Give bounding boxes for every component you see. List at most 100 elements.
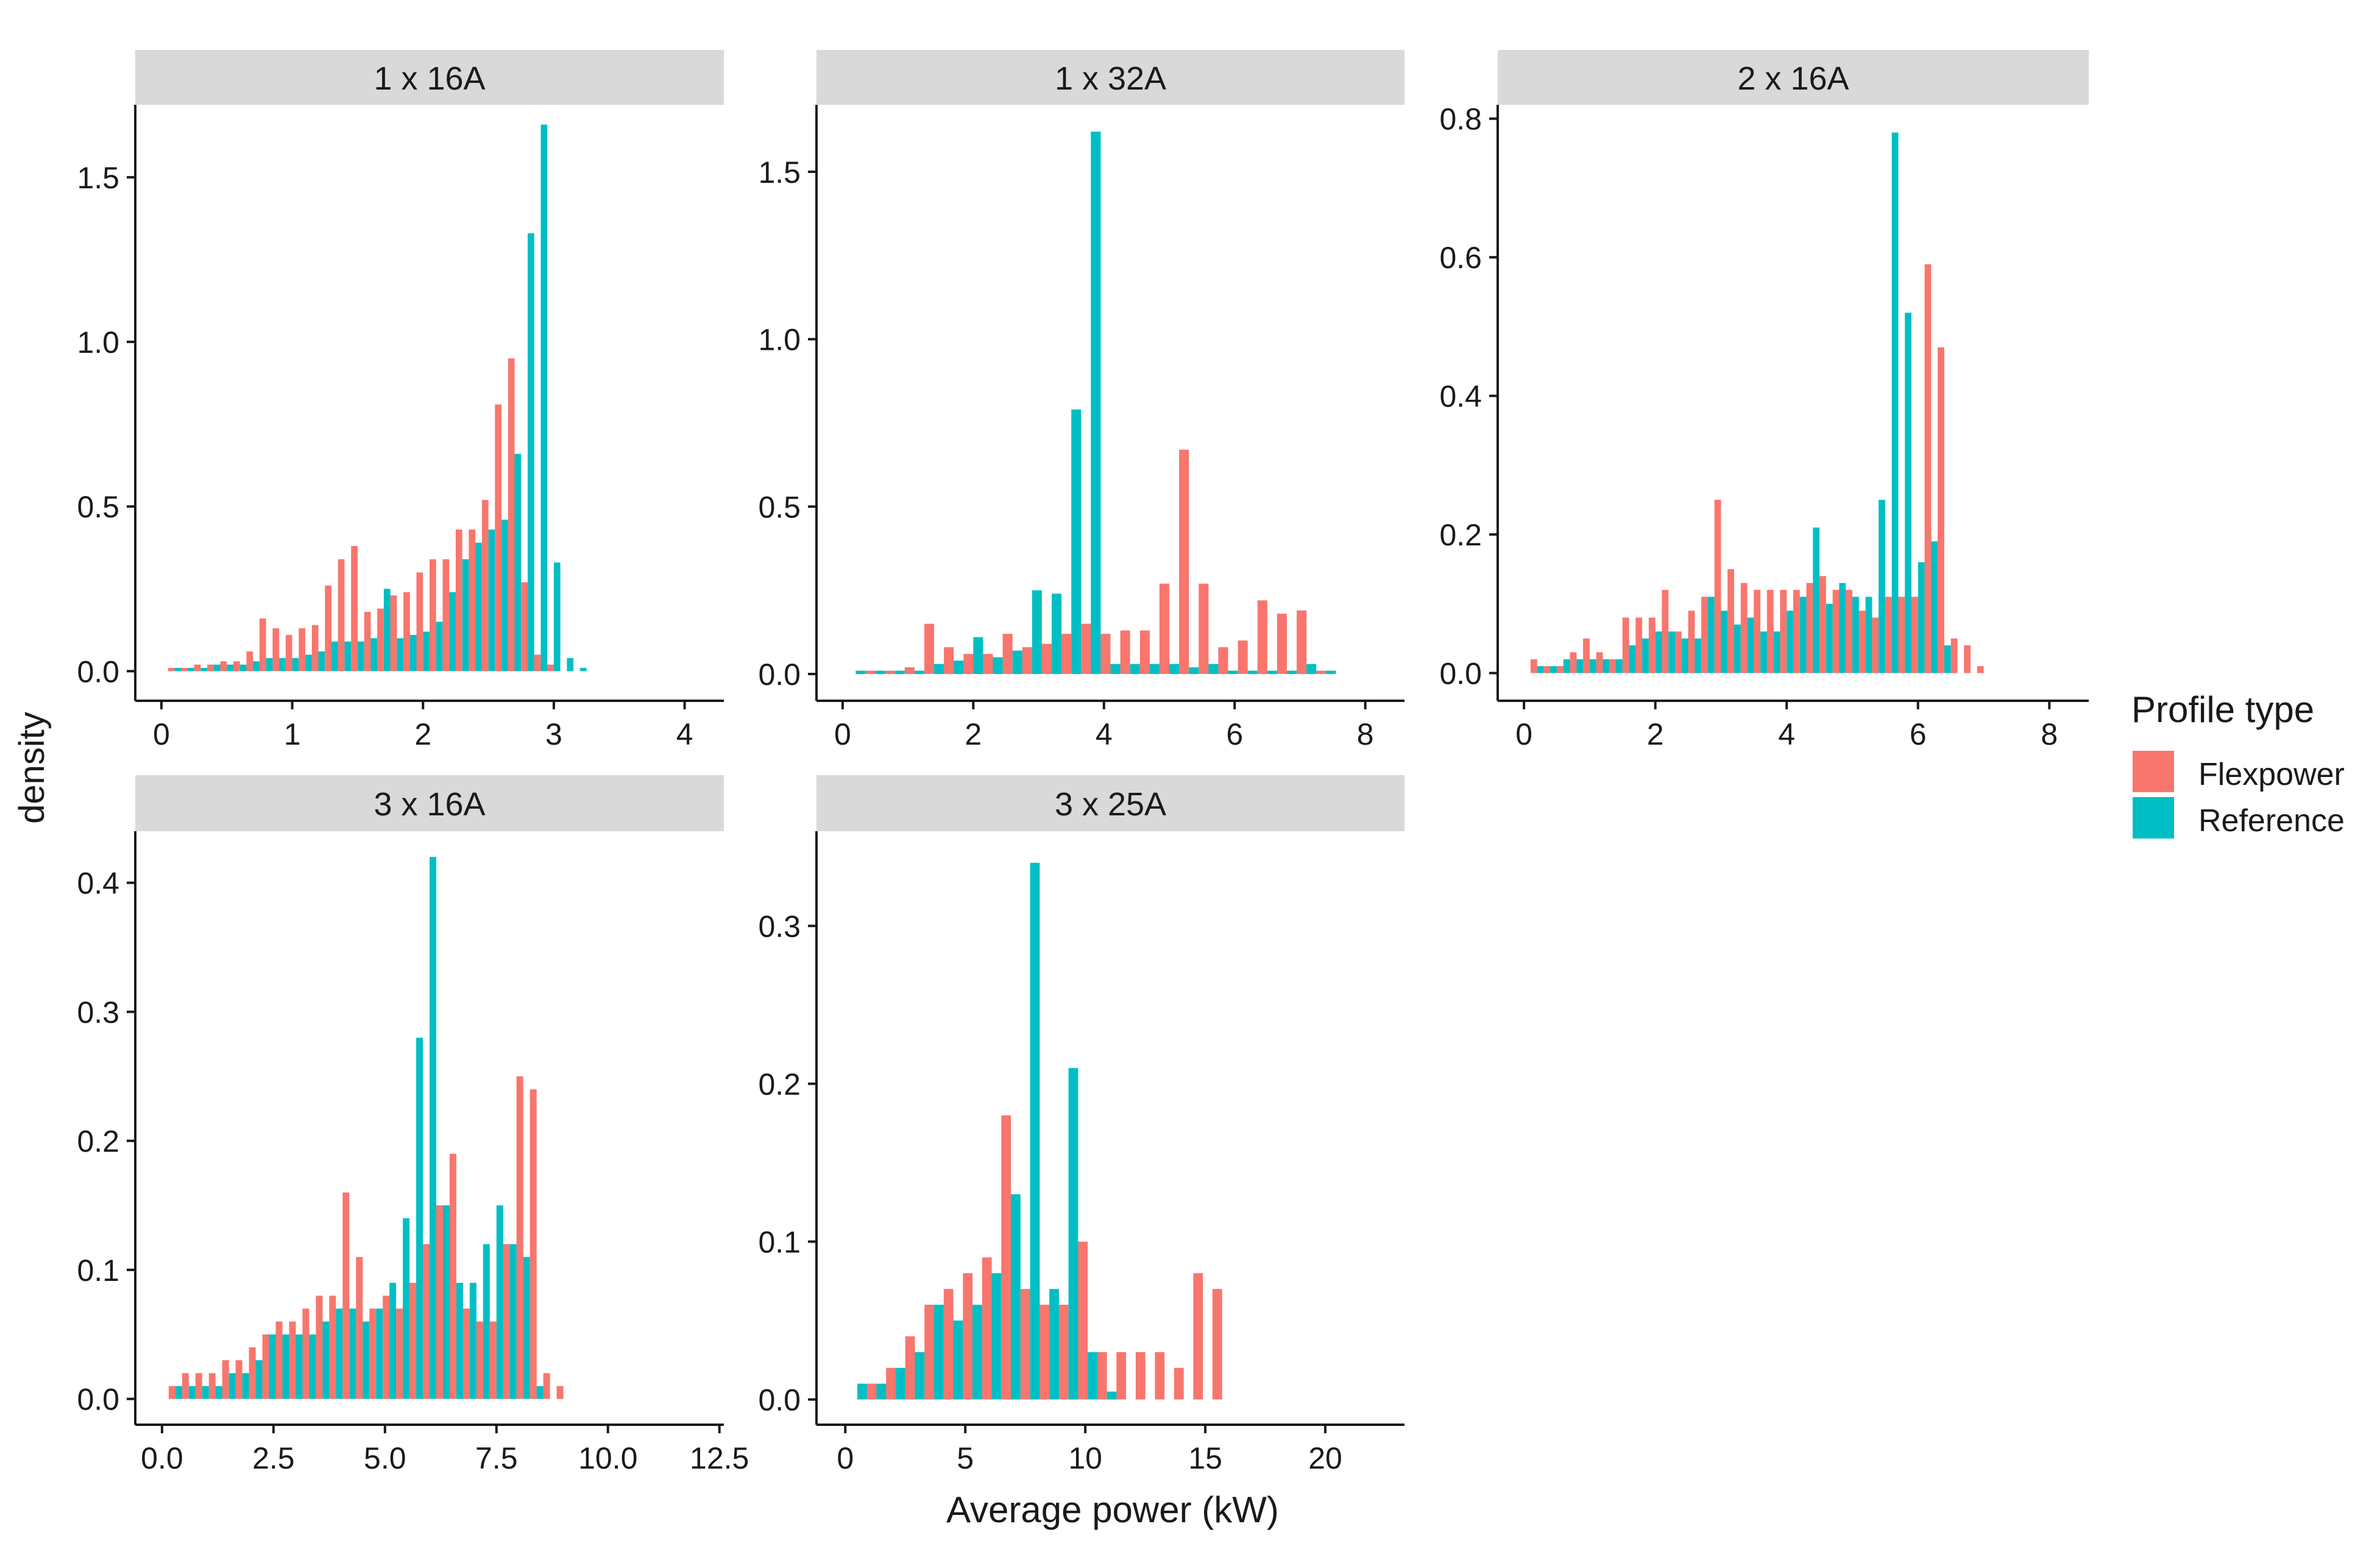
histogram-bar-reference — [1865, 597, 1872, 673]
histogram-bar-flexpower — [1174, 1367, 1184, 1400]
x-tick-label: 8 — [1357, 717, 1374, 751]
histogram-bar-reference — [1681, 638, 1688, 673]
histogram-bar-reference — [488, 530, 495, 672]
histogram-bar-flexpower — [390, 595, 397, 672]
facet-strip-label: 3 x 25A — [1055, 786, 1166, 823]
histogram-bar-reference — [1707, 597, 1715, 673]
y-tick-label: 0.2 — [77, 1124, 119, 1158]
x-tick-label: 0 — [153, 717, 170, 751]
histogram-bar-reference — [269, 1334, 276, 1399]
histogram-bar-flexpower — [1022, 647, 1032, 675]
histogram-bar-flexpower — [442, 559, 450, 672]
histogram-bar-flexpower — [1139, 630, 1150, 674]
histogram-bar-reference — [383, 589, 391, 672]
x-tick-label: 4 — [676, 717, 693, 751]
histogram-bar-flexpower — [1754, 590, 1761, 673]
histogram-bar-flexpower — [469, 530, 476, 672]
histogram-bar-flexpower — [943, 1289, 954, 1400]
x-tick-label: 2 — [414, 717, 431, 751]
histogram-bar-flexpower — [329, 1296, 336, 1399]
histogram-bar-flexpower — [272, 628, 280, 672]
histogram-bar-reference — [1576, 659, 1584, 673]
histogram-bar-flexpower — [1846, 590, 1852, 673]
facet-strip-label: 2 x 16A — [1737, 60, 1849, 97]
facet-strip — [1498, 50, 2089, 105]
histogram-bar-flexpower — [1002, 634, 1013, 674]
histogram-bar-reference — [1773, 631, 1780, 673]
histogram-bar-reference — [443, 1205, 450, 1399]
histogram-bar-reference — [855, 670, 866, 675]
histogram-bar-flexpower — [275, 1321, 283, 1399]
histogram-bar-reference — [501, 519, 508, 672]
histogram-bar-flexpower — [503, 1244, 510, 1399]
histogram-bar-flexpower — [207, 664, 214, 672]
histogram-bar-flexpower — [534, 654, 541, 672]
histogram-bar-reference — [1734, 624, 1741, 673]
histogram-bar-flexpower — [423, 1244, 430, 1399]
y-tick-label: 0.0 — [77, 1383, 119, 1417]
histogram-bar-flexpower — [449, 1154, 456, 1399]
histogram-bar-reference — [1918, 562, 1925, 673]
histogram-bar-reference — [370, 638, 378, 672]
y-tick-label: 0.1 — [758, 1225, 801, 1260]
y-tick-label: 1.0 — [77, 325, 119, 360]
histogram-bar-flexpower — [259, 618, 266, 672]
histogram-bar-reference — [1852, 597, 1859, 673]
histogram-bar-reference — [1189, 667, 1199, 675]
histogram-bar-flexpower — [963, 1273, 973, 1400]
histogram-bar-flexpower — [233, 661, 240, 672]
histogram-bar-reference — [914, 670, 924, 675]
y-axis-title: density — [12, 712, 52, 824]
histogram-bar-reference — [344, 641, 352, 672]
histogram-bar-reference — [456, 1283, 463, 1399]
histogram-bar-reference — [1052, 594, 1062, 675]
x-tick-label: 20 — [1308, 1441, 1342, 1475]
x-tick-label: 4 — [1778, 717, 1795, 751]
histogram-bar-reference — [239, 664, 247, 672]
histogram-bar-reference — [1011, 1194, 1021, 1400]
histogram-bar-flexpower — [1977, 666, 1984, 673]
histogram-bar-reference — [1944, 645, 1951, 673]
histogram-bar-flexpower — [481, 500, 489, 672]
histogram-bar-flexpower — [1858, 611, 1866, 673]
histogram-bar-flexpower — [1179, 449, 1189, 674]
y-tick-label: 0.5 — [77, 490, 119, 524]
histogram-bar-reference — [430, 857, 436, 1399]
histogram-bar-reference — [1012, 650, 1022, 675]
histogram-bar-flexpower — [866, 1383, 877, 1400]
x-tick-label: 10.0 — [578, 1441, 637, 1475]
histogram-bar-flexpower — [369, 1308, 377, 1399]
histogram-bar-flexpower — [325, 585, 331, 672]
histogram-bar-reference — [876, 1383, 887, 1400]
histogram-bar-flexpower — [436, 1205, 443, 1399]
histogram-bar-reference — [227, 664, 233, 672]
histogram-bar-reference — [331, 641, 338, 672]
y-tick-label: 0.0 — [1439, 657, 1482, 691]
histogram-bar-flexpower — [299, 628, 305, 672]
histogram-bar-reference — [514, 453, 522, 672]
histogram-bar-flexpower — [455, 530, 462, 672]
facet-panel: 1 x 16A 0.0 0.5 1.0 1.5 0 1 2 3 4 — [77, 50, 724, 751]
y-tick-label: 0.4 — [1439, 380, 1482, 414]
histogram-bar-reference — [1149, 664, 1160, 675]
histogram-bar-flexpower — [982, 1257, 992, 1400]
x-tick-label: 0 — [837, 1441, 854, 1475]
histogram-bar-reference — [1891, 132, 1899, 673]
histogram-bar-flexpower — [351, 546, 358, 672]
histogram-bar-reference — [1655, 631, 1662, 673]
facet-strip — [816, 50, 1404, 105]
facet-strip — [135, 775, 724, 831]
histogram-bar-reference — [202, 1386, 209, 1399]
histogram-bar-reference — [915, 1352, 925, 1400]
histogram-bar-reference — [174, 668, 182, 672]
histogram-bar-reference — [389, 1283, 397, 1399]
histogram-bar-flexpower — [1238, 640, 1248, 674]
histogram-bar-flexpower — [1596, 652, 1603, 673]
histogram-bar-reference — [296, 1334, 303, 1399]
histogram-bar-reference — [875, 670, 885, 675]
histogram-bar-reference — [567, 658, 574, 672]
histogram-bar-reference — [1208, 664, 1219, 675]
histogram-bar-reference — [1931, 541, 1938, 673]
histogram-bar-flexpower — [508, 358, 515, 672]
histogram-bar-reference — [1071, 410, 1082, 675]
